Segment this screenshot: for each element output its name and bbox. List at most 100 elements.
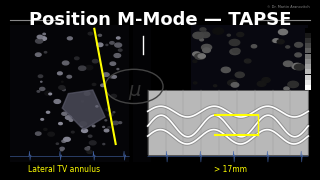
Bar bbox=[148, 90, 308, 155]
Circle shape bbox=[105, 120, 107, 121]
Circle shape bbox=[62, 140, 66, 142]
Circle shape bbox=[36, 132, 41, 135]
Circle shape bbox=[200, 32, 210, 38]
Circle shape bbox=[58, 72, 62, 74]
Circle shape bbox=[37, 91, 40, 92]
Circle shape bbox=[230, 49, 240, 55]
Circle shape bbox=[38, 75, 43, 78]
Circle shape bbox=[103, 73, 109, 76]
Circle shape bbox=[88, 135, 92, 137]
Circle shape bbox=[86, 66, 93, 70]
Circle shape bbox=[97, 43, 103, 47]
Circle shape bbox=[85, 147, 90, 150]
Bar bbox=[305, 80, 311, 85]
Text: © Dr. Martin Aranovitch: © Dr. Martin Aranovitch bbox=[267, 5, 310, 9]
Circle shape bbox=[237, 32, 244, 37]
Circle shape bbox=[46, 111, 50, 113]
Circle shape bbox=[200, 28, 206, 31]
Circle shape bbox=[44, 128, 47, 130]
Circle shape bbox=[193, 52, 200, 56]
Circle shape bbox=[108, 113, 113, 116]
Circle shape bbox=[113, 121, 118, 125]
Circle shape bbox=[45, 91, 52, 95]
Circle shape bbox=[80, 125, 83, 126]
Circle shape bbox=[82, 129, 88, 132]
Circle shape bbox=[198, 54, 205, 58]
Circle shape bbox=[295, 42, 303, 47]
Circle shape bbox=[221, 67, 230, 73]
Circle shape bbox=[110, 42, 114, 44]
Circle shape bbox=[235, 72, 244, 78]
Circle shape bbox=[200, 39, 204, 41]
Circle shape bbox=[111, 77, 112, 78]
Polygon shape bbox=[62, 90, 105, 130]
Circle shape bbox=[213, 85, 217, 87]
Circle shape bbox=[88, 32, 92, 35]
Text: μ: μ bbox=[128, 80, 140, 100]
Circle shape bbox=[92, 59, 98, 63]
Circle shape bbox=[40, 87, 45, 90]
Circle shape bbox=[116, 37, 120, 39]
Text: Position M-Mode — TAPSE: Position M-Mode — TAPSE bbox=[29, 11, 291, 29]
Circle shape bbox=[284, 87, 289, 90]
Circle shape bbox=[233, 48, 240, 53]
Circle shape bbox=[56, 143, 59, 144]
Circle shape bbox=[229, 39, 240, 46]
Circle shape bbox=[41, 81, 42, 82]
Circle shape bbox=[119, 122, 122, 123]
Bar bbox=[305, 28, 311, 33]
Circle shape bbox=[87, 147, 90, 148]
Circle shape bbox=[117, 69, 119, 70]
Circle shape bbox=[61, 81, 63, 82]
Circle shape bbox=[92, 125, 95, 127]
Circle shape bbox=[108, 127, 110, 128]
Circle shape bbox=[114, 54, 121, 57]
Circle shape bbox=[79, 66, 86, 70]
Circle shape bbox=[96, 106, 98, 107]
Circle shape bbox=[84, 92, 90, 95]
Circle shape bbox=[228, 80, 237, 85]
Bar bbox=[190, 25, 308, 94]
Circle shape bbox=[272, 40, 277, 42]
Circle shape bbox=[67, 75, 71, 78]
Bar bbox=[305, 59, 311, 64]
Circle shape bbox=[112, 76, 116, 78]
Bar bbox=[132, 25, 151, 162]
Circle shape bbox=[37, 35, 43, 39]
Circle shape bbox=[278, 29, 287, 35]
Circle shape bbox=[284, 61, 292, 66]
Circle shape bbox=[231, 83, 239, 87]
Circle shape bbox=[104, 129, 109, 132]
Circle shape bbox=[61, 149, 63, 151]
Bar bbox=[305, 48, 311, 53]
Circle shape bbox=[103, 143, 105, 145]
Circle shape bbox=[194, 82, 197, 84]
Circle shape bbox=[201, 47, 207, 50]
Bar bbox=[305, 64, 311, 69]
Circle shape bbox=[54, 100, 60, 103]
Circle shape bbox=[257, 81, 266, 86]
Circle shape bbox=[292, 63, 302, 69]
Circle shape bbox=[98, 34, 101, 36]
Bar bbox=[305, 69, 311, 74]
Circle shape bbox=[110, 62, 116, 65]
Circle shape bbox=[118, 49, 122, 51]
Bar bbox=[305, 54, 311, 59]
Circle shape bbox=[64, 137, 70, 141]
Bar bbox=[305, 43, 311, 48]
Circle shape bbox=[195, 53, 205, 59]
Circle shape bbox=[40, 37, 46, 40]
Circle shape bbox=[202, 44, 212, 50]
Circle shape bbox=[113, 76, 116, 78]
Circle shape bbox=[111, 94, 116, 98]
Circle shape bbox=[62, 61, 69, 65]
Bar bbox=[305, 38, 311, 43]
Circle shape bbox=[87, 150, 92, 153]
Circle shape bbox=[244, 59, 251, 63]
Text: Lateral TV annulus: Lateral TV annulus bbox=[28, 165, 100, 174]
Circle shape bbox=[82, 101, 84, 102]
Text: > 17mm: > 17mm bbox=[214, 165, 247, 174]
Circle shape bbox=[115, 43, 122, 47]
Circle shape bbox=[44, 51, 47, 53]
Circle shape bbox=[113, 112, 115, 113]
